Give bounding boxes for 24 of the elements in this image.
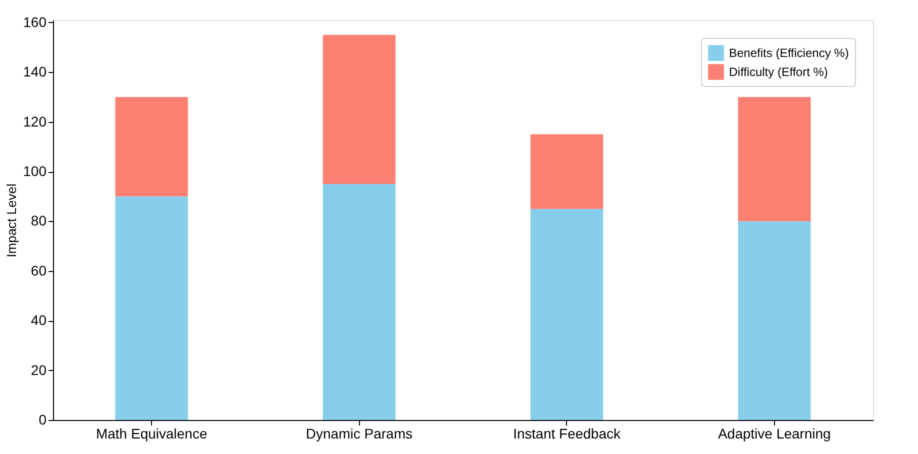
y-tick-label: 80 [30, 212, 47, 229]
y-tick-label: 140 [23, 64, 47, 80]
y-tick-label: 40 [30, 312, 47, 328]
x-tick-label: Adaptive Learning [718, 426, 831, 442]
y-tick-label: 20 [30, 362, 47, 378]
x-tick-label: Instant Feedback [513, 426, 622, 442]
x-tick-label: Math Equivalence [96, 426, 208, 442]
bar [738, 97, 811, 222]
y-tick-label: 120 [23, 113, 47, 130]
y-tick-label: 100 [23, 163, 47, 180]
y-tick-label: 160 [23, 14, 47, 30]
y-axis-title: Impact Level [4, 184, 20, 258]
bar [530, 208, 604, 420]
bar [115, 97, 188, 196]
legend-label: Benefits (Efficiency %) [729, 46, 849, 60]
bar [115, 196, 188, 420]
x-tick-label: Dynamic Params [306, 426, 412, 442]
y-tick-label: 60 [30, 262, 47, 278]
bar [738, 221, 811, 420]
y-tick-label: 0 [38, 412, 47, 428]
bar [322, 34, 396, 184]
bar [530, 134, 604, 209]
legend-label: Difficulty (Effort %) [729, 65, 828, 79]
bar [322, 184, 396, 420]
